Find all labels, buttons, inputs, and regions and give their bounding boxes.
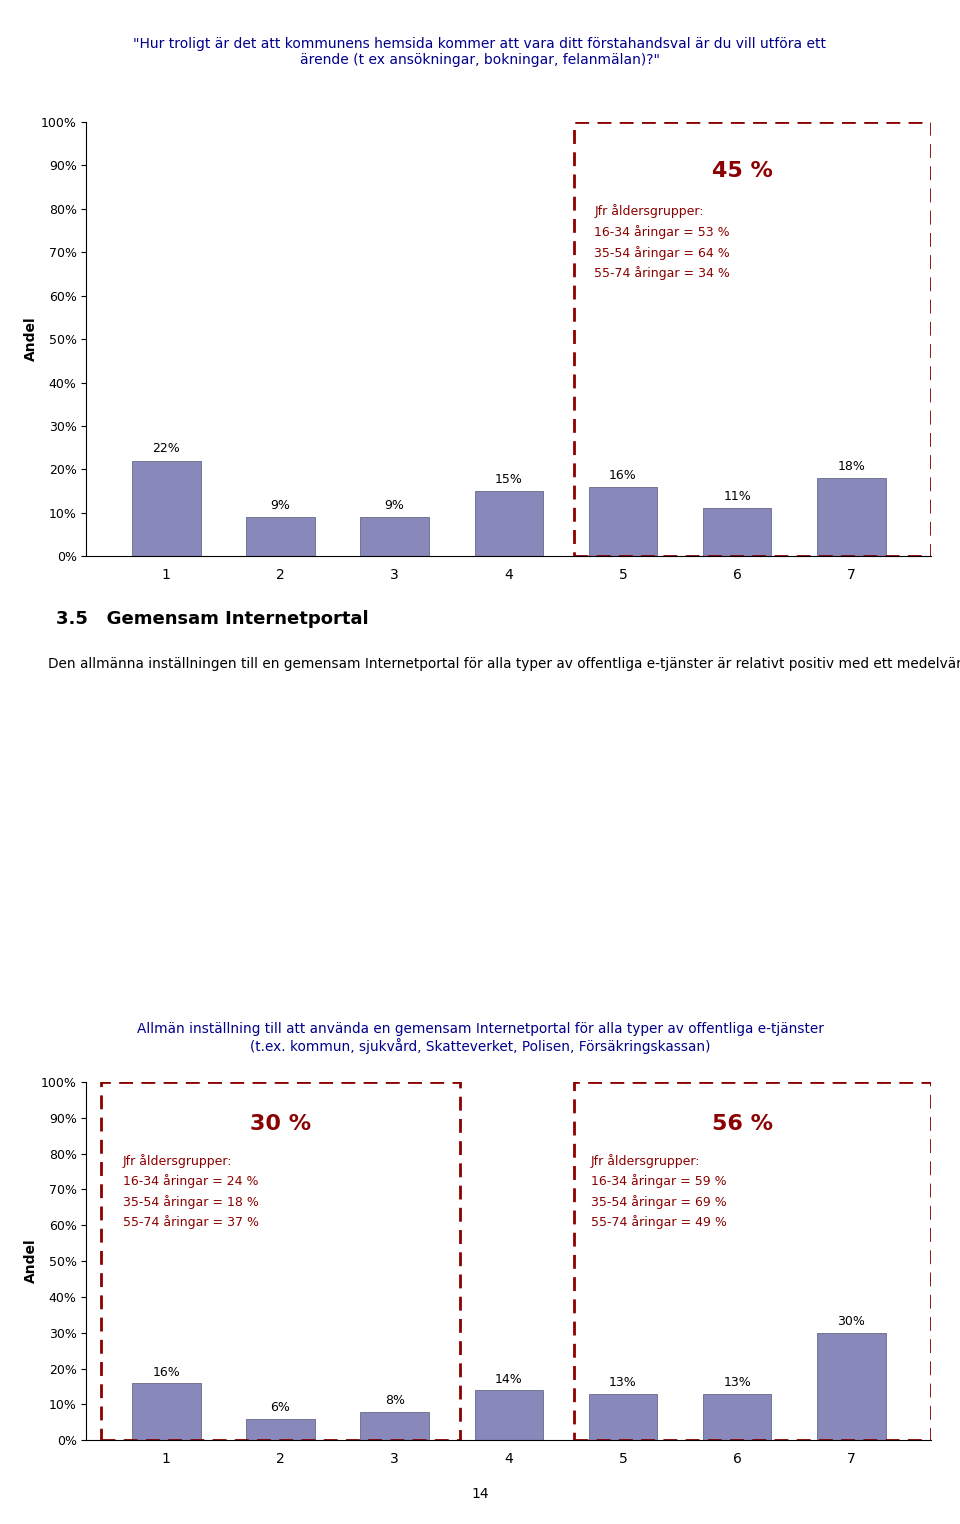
Text: 18%: 18%: [837, 460, 865, 472]
Text: 45 %: 45 %: [712, 162, 773, 181]
Bar: [246, 517, 315, 556]
Text: Den allmänna inställningen till en gemensam Internetportal för alla typer av off: Den allmänna inställningen till en gemen…: [48, 655, 960, 671]
Bar: [703, 509, 772, 556]
Text: 8%: 8%: [385, 1394, 404, 1407]
Bar: [101, 1082, 460, 1440]
Bar: [703, 1393, 772, 1440]
Text: 16%: 16%: [153, 1366, 180, 1379]
Text: Jfr åldersgrupper:
16-34 åringar = 24 %
35-54 åringar = 18 %
55-74 åringar = 37 : Jfr åldersgrupper: 16-34 åringar = 24 % …: [123, 1154, 259, 1230]
Y-axis label: Andel: Andel: [24, 1239, 38, 1283]
Bar: [574, 1082, 931, 1440]
Text: 30 %: 30 %: [250, 1114, 311, 1134]
Text: 11%: 11%: [723, 491, 751, 503]
Bar: [588, 486, 658, 556]
Text: 6%: 6%: [271, 1402, 291, 1414]
Bar: [474, 1390, 543, 1440]
Bar: [474, 491, 543, 556]
Bar: [360, 517, 429, 556]
Bar: [817, 479, 885, 556]
Text: 9%: 9%: [271, 498, 291, 512]
Text: 16%: 16%: [609, 468, 636, 482]
Text: Allmän inställning till att använda en gemensam Internetportal för alla typer av: Allmän inställning till att använda en g…: [136, 1021, 824, 1055]
Text: 9%: 9%: [385, 498, 404, 512]
Text: 22%: 22%: [153, 442, 180, 456]
Text: 30%: 30%: [837, 1315, 865, 1329]
Text: 14%: 14%: [495, 1373, 522, 1385]
Text: 56 %: 56 %: [712, 1114, 774, 1134]
Text: 13%: 13%: [609, 1376, 636, 1390]
Text: 3.5   Gemensam Internetportal: 3.5 Gemensam Internetportal: [56, 610, 369, 628]
Bar: [246, 1419, 315, 1440]
Text: Jfr åldersgrupper:
16-34 åringar = 59 %
35-54 åringar = 69 %
55-74 åringar = 49 : Jfr åldersgrupper: 16-34 åringar = 59 % …: [591, 1154, 727, 1230]
Bar: [817, 1332, 885, 1440]
Text: "Hur troligt är det att kommunens hemsida kommer att vara ditt förstahandsval är: "Hur troligt är det att kommunens hemsid…: [133, 37, 827, 67]
Y-axis label: Andel: Andel: [24, 317, 38, 361]
Text: Jfr åldersgrupper:
16-34 åringar = 53 %
35-54 åringar = 64 %
55-74 åringar = 34 : Jfr åldersgrupper: 16-34 åringar = 53 % …: [594, 204, 731, 280]
Bar: [360, 1411, 429, 1440]
Bar: [132, 1382, 201, 1440]
Text: 14: 14: [471, 1486, 489, 1501]
Bar: [574, 122, 931, 556]
Bar: [132, 460, 201, 556]
Text: 13%: 13%: [723, 1376, 751, 1390]
Bar: [588, 1393, 658, 1440]
Text: 15%: 15%: [494, 472, 523, 486]
